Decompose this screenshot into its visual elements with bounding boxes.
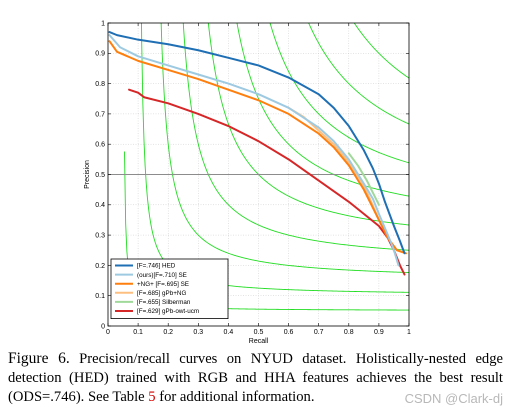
caption-text: Precision/recall curves on NYUD dataset.… <box>8 351 504 405</box>
series-line <box>108 31 406 255</box>
precision-recall-chart: 0 0.1 0.2 0.3 0.4 0.5 0.6 0.7 0.8 0.9 1 0 0.1 0.2 0.3 0… <box>84 20 411 345</box>
iso-f-curve <box>353 23 409 79</box>
iso-f-curve <box>207 23 409 226</box>
x-tick-label: 1 <box>407 329 411 336</box>
y-tick-label: 0.1 <box>95 293 105 300</box>
legend-entry: (ours)[F=.710] SE <box>137 272 187 279</box>
x-tick-label: 0 <box>106 329 110 336</box>
legend-entry: [F=.629] gPb-owt-ucm <box>137 308 199 315</box>
x-tick-label: 0.4 <box>224 329 234 336</box>
legend-entry: +NG+ [F=.695] SE <box>137 281 189 288</box>
legend-entry: [F=.746] HED <box>137 263 176 270</box>
caption-text-end: for additional information. <box>159 389 315 405</box>
y-tick-label: 0.7 <box>95 111 105 118</box>
x-tick-label: 0.6 <box>284 329 294 336</box>
legend-entry: [F=.655] Silberman <box>137 299 191 306</box>
iso-f-curve <box>182 23 409 251</box>
figure-caption: Figure 6. Precision/recall curves on NYU… <box>8 349 503 407</box>
x-tick-label: 0.5 <box>254 329 264 336</box>
x-tick-label: 0.9 <box>374 329 384 336</box>
series-line <box>108 40 407 255</box>
iso-f-curve <box>308 23 409 125</box>
series-line <box>287 106 380 221</box>
iso-f-curve <box>141 23 409 293</box>
series-lines <box>108 31 407 276</box>
series-line <box>108 34 400 267</box>
axis-ticks: 0 0.1 0.2 0.3 0.4 0.5 0.6 0.7 0.8 0.9 1 0 0.1 0.2 0.3 0… <box>95 20 411 336</box>
legend-box <box>110 258 229 319</box>
x-tick-label: 0.1 <box>133 329 143 336</box>
iso-f-curve <box>269 23 409 164</box>
y-tick-label: 1 <box>101 20 105 27</box>
y-tick-label: 0.5 <box>95 172 105 179</box>
iso-f-curve <box>160 23 409 273</box>
y-axis-label: Precision <box>84 160 91 189</box>
series-line <box>347 152 380 206</box>
table-reference-link[interactable]: 5 <box>148 389 156 405</box>
figure-label: Figure 6. <box>8 350 70 367</box>
watermark: CSDN @Clark-dj <box>404 391 503 406</box>
x-axis-label: Recall <box>249 338 269 345</box>
y-tick-label: 0.2 <box>95 263 105 270</box>
x-tick-label: 0.7 <box>314 329 324 336</box>
legend: [F=.746] HED (ours)[F=.710] SE +NG+ [F=.69… <box>110 258 229 319</box>
iso-f-curve <box>236 23 409 197</box>
y-tick-label: 0.6 <box>95 142 105 149</box>
y-tick-label: 0.9 <box>95 51 105 58</box>
y-tick-label: 0.3 <box>95 233 105 240</box>
y-tick-label: 0 <box>101 323 105 330</box>
y-tick-label: 0.4 <box>95 202 105 209</box>
y-tick-label: 0.8 <box>95 81 105 88</box>
x-tick-label: 0.8 <box>344 329 354 336</box>
legend-entry: [F=.685] gPb+NG <box>137 290 186 297</box>
x-tick-label: 0.3 <box>193 329 203 336</box>
x-tick-label: 0.2 <box>163 329 173 336</box>
